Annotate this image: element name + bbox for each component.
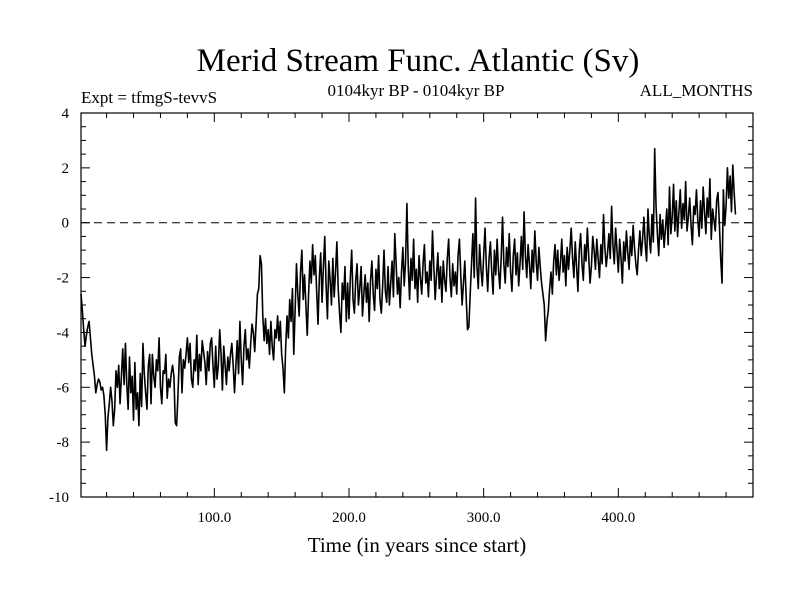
series-line xyxy=(80,147,737,452)
x-tick-label: 300.0 xyxy=(467,510,501,526)
x-tick-label: 100.0 xyxy=(197,510,231,526)
tick-labels: -10 -8 -6 -4 -2 0 2 4 100.0 200.0 300.0 400.0 xyxy=(49,106,635,526)
x-axis-title: Time (in years since start) xyxy=(308,533,527,557)
y-tick-label: 2 xyxy=(62,161,70,177)
y-tick-label: 4 xyxy=(62,106,70,122)
x-tick-label: 200.0 xyxy=(332,510,366,526)
y-tick-label: -6 xyxy=(57,380,70,396)
y-tick-label: 0 xyxy=(62,216,70,232)
months-label: ALL_MONTHS xyxy=(640,81,753,100)
y-tick-label: -10 xyxy=(49,490,69,506)
series-layer xyxy=(80,147,737,452)
chart-title: Merid Stream Func. Atlantic (Sv) xyxy=(197,43,640,79)
axis-ticks xyxy=(81,112,753,498)
y-tick-label: -8 xyxy=(57,435,70,451)
experiment-label: Expt = tfmgS-tevvS xyxy=(81,88,217,107)
y-tick-label: -4 xyxy=(57,325,70,341)
x-tick-label: 400.0 xyxy=(601,510,635,526)
y-tick-label: -2 xyxy=(57,271,70,287)
plot-frame xyxy=(80,112,754,498)
period-label: 0104kyr BP - 0104kyr BP xyxy=(328,81,505,100)
